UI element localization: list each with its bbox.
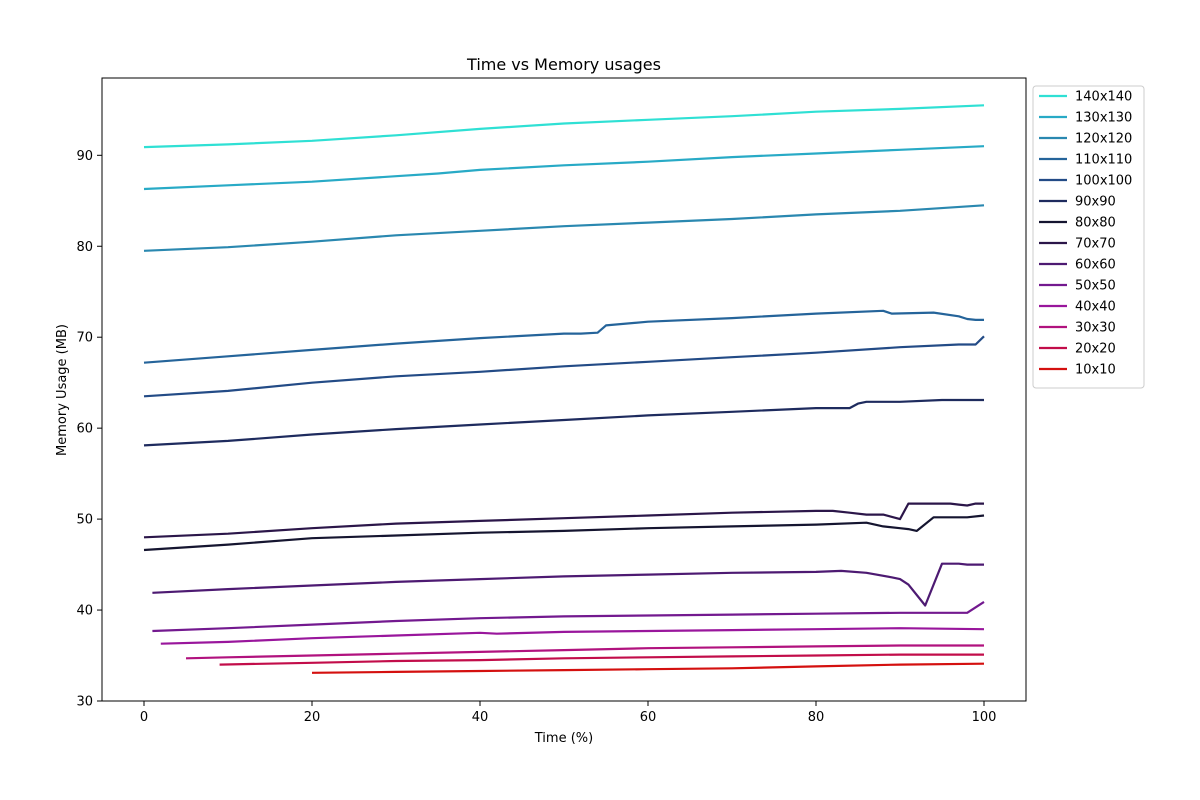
legend-label: 60x60 xyxy=(1075,258,1116,273)
series-line-140x140 xyxy=(143,104,985,149)
series-line-20x20 xyxy=(219,653,984,666)
series-line-50x50 xyxy=(152,600,985,633)
legend-label: 30x30 xyxy=(1075,321,1116,336)
series-line-30x30 xyxy=(185,644,984,660)
y-tick-label: 40 xyxy=(76,604,93,619)
y-tick-label: 60 xyxy=(76,422,93,437)
legend-label: 110x110 xyxy=(1075,153,1132,168)
x-tick-label: 80 xyxy=(808,710,825,725)
series-line-130x130 xyxy=(143,145,985,191)
x-tick-label: 0 xyxy=(140,710,148,725)
legend: 140x140 130x130 120x120 110x110 100x100 90x90… xyxy=(1032,85,1145,389)
x-tick-label: 20 xyxy=(304,710,321,725)
y-axis-label: Memory Usage (MB) xyxy=(55,324,70,456)
x-tick-label: 60 xyxy=(640,710,657,725)
legend-label: 140x140 xyxy=(1075,90,1132,105)
series-line-70x70 xyxy=(143,502,984,539)
series-line-10x10 xyxy=(311,662,985,674)
series-line-40x40 xyxy=(160,627,985,645)
legend-label: 90x90 xyxy=(1075,195,1116,210)
legend-label: 130x130 xyxy=(1075,111,1132,126)
y-tick-label: 30 xyxy=(76,695,93,710)
x-axis: 0 20 40 60 80 100 xyxy=(140,701,997,725)
series-line-80x80 xyxy=(143,514,985,552)
y-tick-label: 80 xyxy=(76,240,93,255)
y-axis: 30 40 50 60 70 80 90 xyxy=(76,149,102,710)
plot-frame xyxy=(101,77,1027,702)
y-tick-label: 50 xyxy=(76,513,93,528)
legend-label: 120x120 xyxy=(1075,132,1132,147)
series-line-90x90 xyxy=(143,398,984,447)
legend-label: 100x100 xyxy=(1075,174,1132,189)
series-line-120x120 xyxy=(143,204,985,252)
series-line-100x100 xyxy=(143,335,985,398)
legend-label: 10x10 xyxy=(1075,363,1116,378)
chart-title: Time vs Memory usages xyxy=(466,55,661,74)
legend-label: 40x40 xyxy=(1075,300,1116,315)
x-axis-label: Time (%) xyxy=(534,731,593,746)
series-line-110x110 xyxy=(143,309,984,364)
legend-label: 50x50 xyxy=(1075,279,1116,294)
legend-label: 20x20 xyxy=(1075,342,1116,357)
x-tick-label: 100 xyxy=(972,710,997,725)
legend-label: 80x80 xyxy=(1075,216,1116,231)
legend-box xyxy=(1032,85,1145,389)
y-tick-label: 70 xyxy=(76,331,93,346)
series-line-60x60 xyxy=(152,562,984,607)
legend-label: 70x70 xyxy=(1075,237,1116,252)
y-tick-label: 90 xyxy=(76,149,93,164)
x-tick-label: 40 xyxy=(472,710,489,725)
plot-area xyxy=(143,104,985,674)
